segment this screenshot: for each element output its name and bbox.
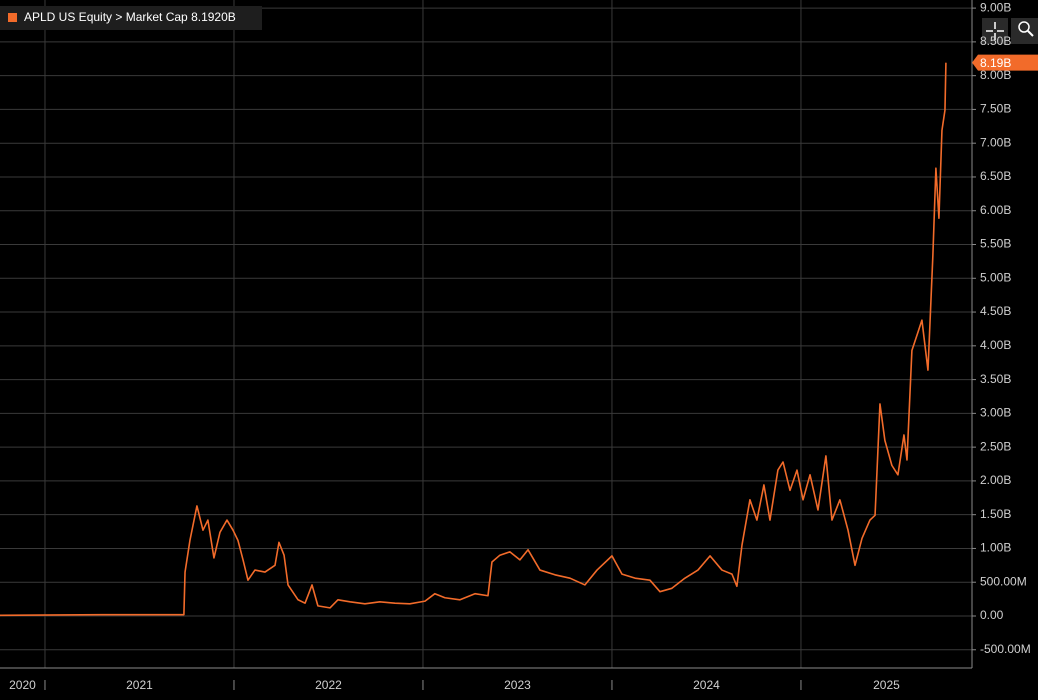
legend-series-name: APLD US Equity > Market Cap xyxy=(24,10,188,24)
y-tick-label: 8.00B xyxy=(980,68,1011,82)
y-tick-label: 6.00B xyxy=(980,203,1011,217)
plot-area xyxy=(0,62,947,617)
y-tick-label: 5.00B xyxy=(980,270,1011,284)
y-tick-label: 2.00B xyxy=(980,473,1011,487)
y-tick-label: 0.00 xyxy=(980,608,1004,622)
y-tick-label: 9.00B xyxy=(980,0,1011,14)
y-tick-label: 3.50B xyxy=(980,372,1011,386)
toolbar xyxy=(982,18,1038,44)
y-tick-label: 5.50B xyxy=(980,237,1011,251)
legend-swatch xyxy=(8,13,17,22)
y-tick-label: -500.00M xyxy=(980,642,1031,656)
y-tick-label: 1.00B xyxy=(980,541,1011,555)
y-tick-label: 4.50B xyxy=(980,304,1011,318)
y-tick-label: 500.00M xyxy=(980,574,1027,588)
crosshair-icon xyxy=(986,22,1004,40)
y-tick-label: 3.00B xyxy=(980,406,1011,420)
y-tick-label: 6.50B xyxy=(980,169,1011,183)
last-value-label: 8.19B xyxy=(980,56,1011,70)
x-tick-label: 2023 xyxy=(504,678,531,692)
legend-box xyxy=(0,6,262,30)
y-tick-label: 7.00B xyxy=(980,135,1011,149)
legend-value: 8.1920B xyxy=(191,10,236,24)
x-tick-label: 2021 xyxy=(126,678,153,692)
y-tick-label: 1.50B xyxy=(980,507,1011,521)
legend-label: APLD US Equity > Market Cap 8.1920B xyxy=(24,10,236,24)
x-tick-label: 2024 xyxy=(693,678,720,692)
y-tick-label: 8.50B xyxy=(980,34,1011,48)
last-value-tag xyxy=(972,54,1038,71)
y-tick-label: 4.00B xyxy=(980,338,1011,352)
x-tick-label: 2022 xyxy=(315,678,342,692)
zoom-icon-handle xyxy=(1027,30,1034,37)
grid xyxy=(0,0,972,668)
y-tick-label: 2.50B xyxy=(980,439,1011,453)
series-line xyxy=(0,62,947,617)
x-tick-label: 2025 xyxy=(873,678,900,692)
zoom-icon xyxy=(1018,21,1030,33)
x-tick-label: 2020 xyxy=(9,678,36,692)
y-tick-label: 7.50B xyxy=(980,102,1011,116)
